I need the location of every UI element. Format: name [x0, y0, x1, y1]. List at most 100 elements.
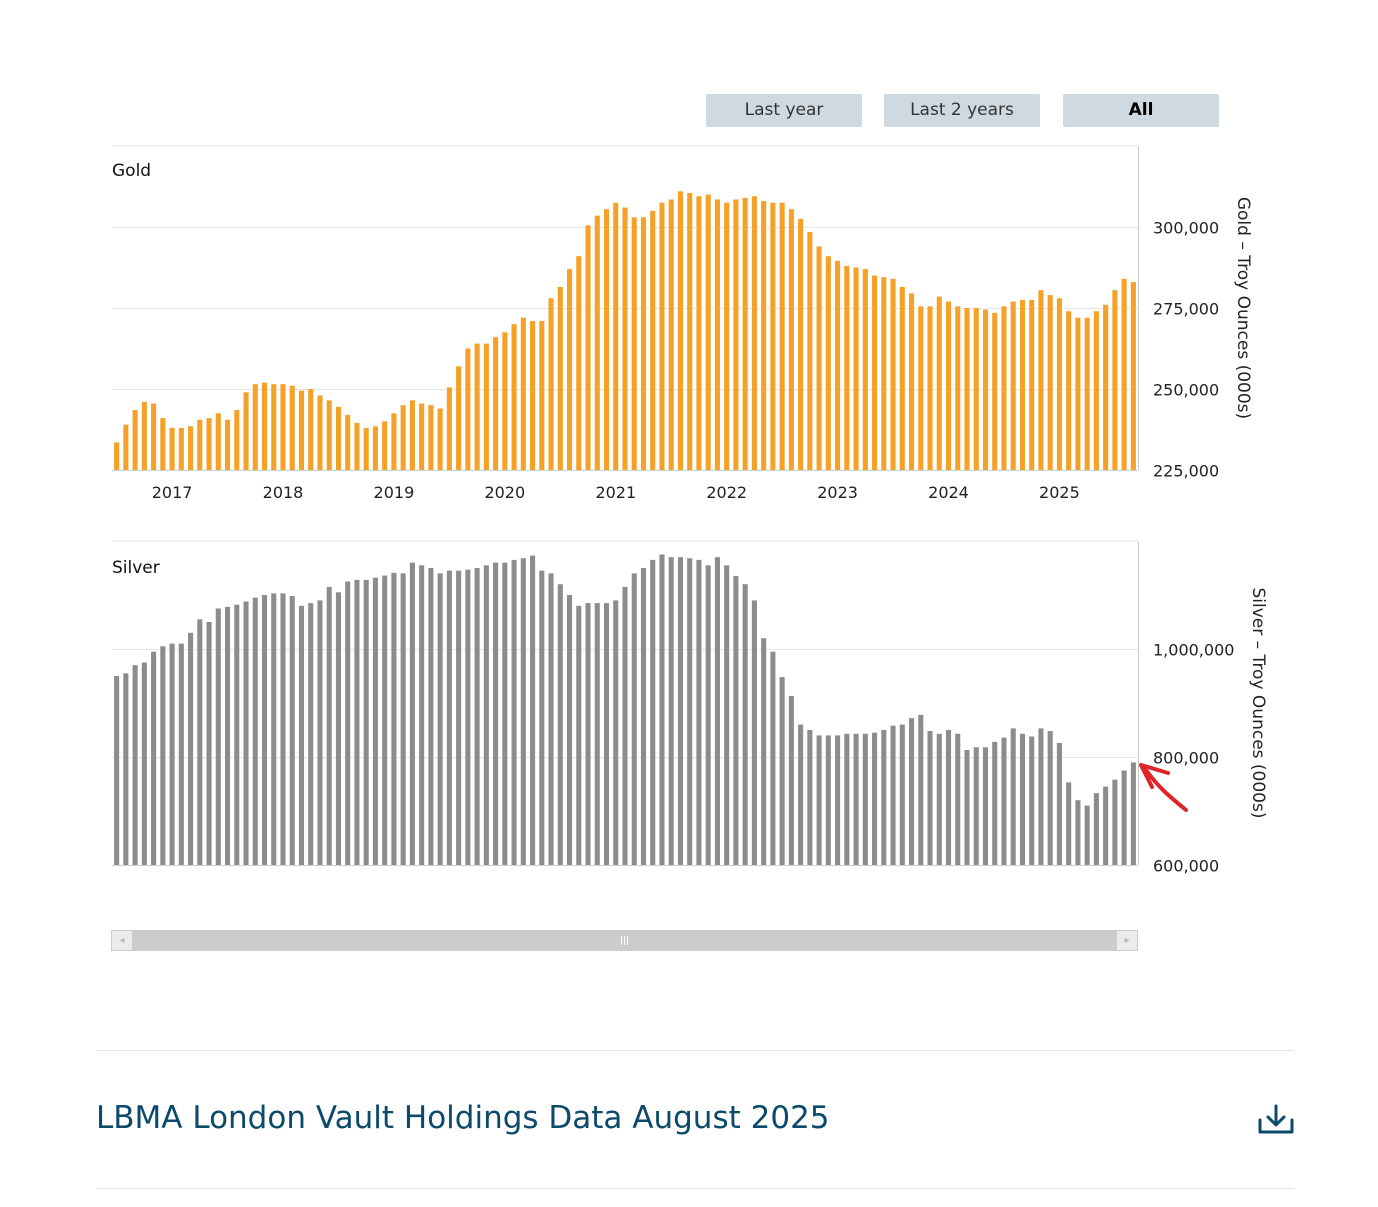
gold-bar[interactable] [992, 312, 998, 470]
silver-bar[interactable] [1047, 731, 1053, 865]
gold-bar[interactable] [594, 215, 600, 470]
gold-bar[interactable] [308, 389, 314, 470]
gold-bar[interactable] [114, 442, 120, 470]
gold-bar[interactable] [372, 426, 378, 470]
silver-bar[interactable] [132, 665, 138, 865]
silver-bar[interactable] [363, 579, 369, 865]
gold-bar[interactable] [188, 426, 194, 470]
silver-bar[interactable] [982, 747, 989, 865]
gold-bar[interactable] [1066, 311, 1072, 470]
silver-bar[interactable] [169, 643, 175, 865]
silver-bar[interactable] [603, 603, 610, 865]
gold-bar[interactable] [511, 324, 517, 470]
silver-bar[interactable] [493, 562, 499, 865]
silver-bar[interactable] [317, 600, 323, 865]
silver-bar[interactable] [419, 565, 425, 865]
gold-bar[interactable] [798, 218, 804, 470]
gold-bar[interactable] [1075, 317, 1081, 470]
silver-bar[interactable] [862, 733, 868, 865]
gold-bar[interactable] [835, 261, 841, 470]
silver-bar[interactable] [225, 606, 231, 865]
gold-bar[interactable] [123, 424, 129, 470]
silver-bar[interactable] [751, 600, 757, 865]
silver-bar[interactable] [391, 572, 397, 865]
silver-bar[interactable] [1112, 779, 1118, 865]
gold-bar[interactable] [178, 427, 184, 470]
gold-bar[interactable] [751, 196, 757, 470]
silver-bar[interactable] [945, 730, 952, 865]
gold-bar[interactable] [872, 275, 878, 470]
gold-bar[interactable] [576, 256, 582, 470]
silver-bar[interactable] [594, 603, 600, 865]
gold-bar[interactable] [428, 405, 434, 470]
gold-bar[interactable] [493, 337, 499, 470]
silver-bar[interactable] [252, 597, 258, 865]
gold-bar[interactable] [382, 421, 388, 470]
silver-bar[interactable] [437, 573, 443, 865]
gold-bar[interactable] [1121, 278, 1127, 470]
silver-bar[interactable] [779, 677, 785, 865]
gold-bar[interactable] [280, 384, 286, 470]
silver-bar[interactable] [234, 604, 240, 865]
gold-bar[interactable] [1103, 304, 1109, 470]
gold-bar[interactable] [215, 413, 221, 470]
silver-bar[interactable] [927, 731, 933, 865]
silver-bar[interactable] [298, 605, 305, 865]
silver-bar[interactable] [668, 557, 674, 865]
silver-bar[interactable] [918, 714, 924, 865]
gold-bar[interactable] [335, 406, 341, 470]
silver-bar[interactable] [853, 733, 859, 865]
gold-bar[interactable] [742, 197, 748, 470]
last-year-button[interactable]: Last year [706, 94, 862, 127]
gold-bar[interactable] [539, 320, 545, 470]
gold-bar[interactable] [225, 419, 231, 470]
gold-bar[interactable] [141, 401, 147, 470]
gold-bar[interactable] [151, 403, 157, 470]
silver-bar[interactable] [631, 573, 637, 865]
silver-bar[interactable] [770, 651, 776, 865]
silver-bar[interactable] [1084, 805, 1090, 865]
chart-navigator-scrollbar[interactable]: ◂ ▸ [111, 930, 1138, 951]
gold-bar[interactable] [206, 418, 212, 470]
silver-bar[interactable] [289, 596, 295, 865]
gold-bar[interactable] [465, 348, 471, 471]
silver-bar[interactable] [1066, 782, 1072, 865]
gold-bar[interactable] [1056, 298, 1062, 470]
silver-bar[interactable] [428, 568, 434, 865]
silver-bar[interactable] [1029, 736, 1035, 865]
gold-bar[interactable] [252, 384, 258, 470]
gold-bar[interactable] [363, 427, 369, 470]
silver-bar[interactable] [788, 695, 794, 865]
silver-bar[interactable] [844, 733, 850, 865]
gold-bar[interactable] [1093, 311, 1099, 470]
gold-bar[interactable] [160, 418, 166, 470]
gold-bar[interactable] [945, 301, 952, 470]
gold-bar[interactable] [853, 267, 859, 471]
gold-bar[interactable] [687, 192, 693, 471]
silver-bar[interactable] [483, 565, 489, 865]
silver-bar[interactable] [474, 568, 480, 865]
silver-bar[interactable] [114, 676, 120, 865]
gold-bar[interactable] [391, 413, 397, 470]
gold-bar[interactable] [779, 202, 785, 470]
silver-bar[interactable] [724, 565, 730, 865]
silver-bar[interactable] [243, 601, 249, 865]
silver-bar[interactable] [1001, 737, 1007, 865]
gold-bar[interactable] [761, 201, 767, 470]
silver-bar[interactable] [446, 570, 452, 865]
silver-bar[interactable] [280, 593, 286, 865]
silver-bar[interactable] [345, 581, 351, 866]
gold-bar[interactable] [825, 256, 831, 470]
gold-bar[interactable] [1019, 299, 1025, 470]
silver-bar[interactable] [141, 662, 147, 866]
silver-bar[interactable] [502, 562, 508, 865]
silver-bar[interactable] [1010, 728, 1016, 865]
gold-bar[interactable] [197, 419, 203, 470]
silver-bar[interactable] [835, 735, 841, 865]
gold-bar[interactable] [724, 202, 730, 470]
gold-bar[interactable] [557, 286, 563, 470]
gold-bar[interactable] [899, 286, 905, 470]
gold-bar[interactable] [927, 306, 933, 470]
gold-bar[interactable] [1047, 295, 1053, 470]
silver-bar[interactable] [1130, 762, 1136, 865]
